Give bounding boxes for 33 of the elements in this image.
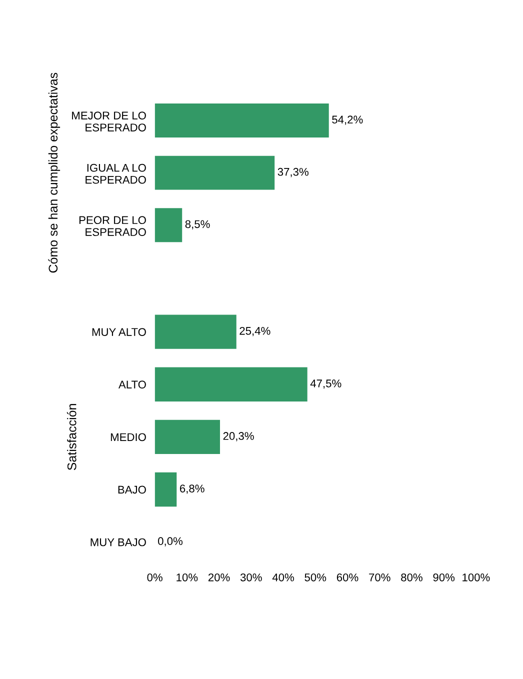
x-tick-label: 70%	[369, 573, 390, 582]
x-tick-label: 90%	[433, 573, 455, 582]
bar	[154, 367, 308, 402]
data-label: 8,5%	[185, 220, 210, 230]
x-tick-label: 100%	[462, 573, 490, 582]
data-label: 37,3%	[278, 168, 308, 178]
x-tick-label: 20%	[208, 573, 230, 582]
y-tick-label: PEOR DE LO ESPERADO	[79, 216, 146, 236]
data-label: 54,2%	[332, 116, 363, 125]
y-axis-title: Cómo se han cumplido expectativas	[48, 72, 60, 273]
bar	[154, 472, 177, 507]
x-tick-label: 30%	[240, 573, 262, 582]
y-tick-label: IGUAL A LO ESPERADO	[86, 164, 146, 184]
bar	[154, 314, 236, 349]
x-tick-label: 80%	[401, 573, 422, 582]
x-tick-label: 40%	[272, 573, 294, 582]
bar	[154, 420, 220, 454]
y-tick-label: MEJOR DE LO ESPERADO	[72, 112, 146, 132]
data-label: 0,0%	[158, 537, 183, 546]
x-tick-label: 0%	[147, 573, 162, 582]
x-tick-label: 50%	[304, 573, 326, 582]
x-tick-label: 60%	[336, 573, 358, 582]
y-tick-label: MUY ALTO	[92, 328, 146, 336]
data-label: 25,4%	[240, 326, 270, 336]
y-tick-label: MEDIO	[110, 433, 146, 442]
data-label: 47,5%	[310, 380, 342, 389]
y-tick-label: MUY BAJO	[90, 538, 146, 546]
y-tick-label: BAJO	[118, 486, 146, 494]
data-label: 20,3%	[223, 432, 254, 442]
y-tick-label: ALTO	[118, 380, 146, 389]
x-tick-label: 10%	[176, 573, 198, 582]
y-axis-title: Satisfacción	[66, 404, 76, 470]
data-label: 6,8%	[180, 484, 204, 494]
